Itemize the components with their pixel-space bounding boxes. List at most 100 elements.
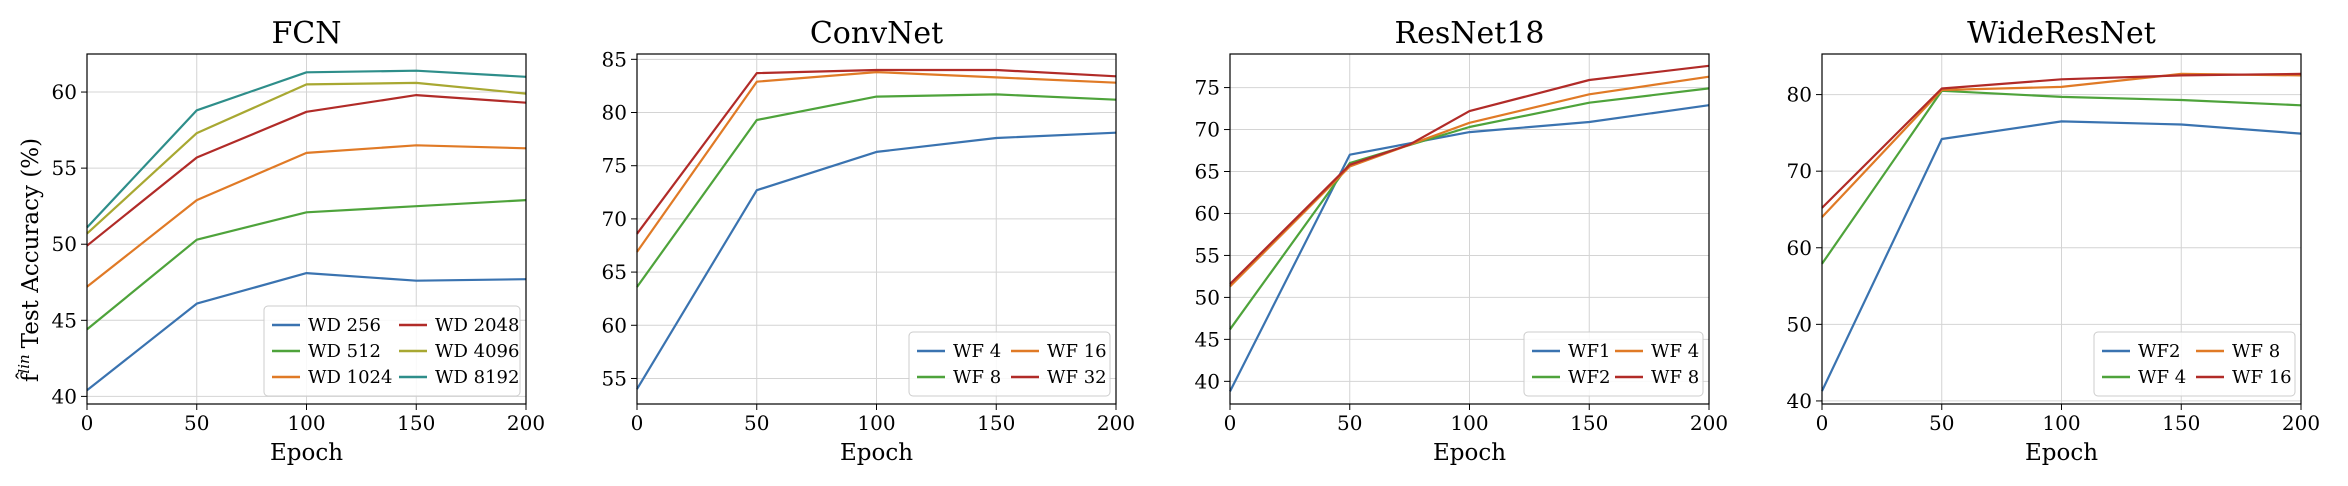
series-line-wd-2048 [86,93,527,247]
y-tick-label: 50 [1787,312,1812,336]
legend-label: WD 512 [308,341,381,362]
legend-item-wd-4096: WD 4096 [399,341,519,362]
chart-wideresnet: 0 50 100 150 200 40 50 60 70 80 WideResNet Epoch WF2… [1787,16,2321,466]
x-axis-label: Epoch [270,440,343,466]
series-line-wf-8 [636,93,1117,288]
legend-item-wf-16: WF 16 [1011,341,1107,362]
ticks: 0 50 100 150 200 55 60 65 70 75 80 85 [602,47,1136,435]
legend-item-wf-4: WF 4 [1615,341,1699,362]
legend: WF1 WF2 WF 4 WF 8 [1523,331,1704,397]
legend-item-wd-2048: WD 2048 [399,315,519,336]
legend-label: WF 8 [953,367,1001,388]
legend-label: WF 16 [2232,367,2292,388]
legend-label: WD 256 [308,315,381,336]
series-line-wd-256 [86,272,527,392]
legend: WD 256 WD 512 WD 1024 WD 2048 WD 4096 WD 8192 [263,305,521,397]
x-tick-label: 0 [81,411,94,435]
legend-item-wf-32: WF 32 [1011,367,1107,388]
y-tick-label: 70 [1787,159,1812,183]
legend-item-wf-4: WF 4 [2102,367,2186,388]
series-line-wf-16 [636,70,1117,253]
chart-panels: 0 50 100 150 200 40 45 50 55 60 FCN Epoch WD 256 WD 5… [52,16,2321,466]
y-tick-label: 50 [52,232,77,256]
y-tick-label: 75 [602,154,627,178]
chart-resnet18: 0 50 100 150 200 40 45 50 55 60 65 70 75 ResNet18 Epoc… [1195,16,1729,466]
x-tick-label: 50 [744,411,769,435]
legend-label: WF 32 [1047,367,1107,388]
legend-label: WF 16 [1047,341,1107,362]
y-tick-label: 60 [1787,236,1812,260]
y-tick-label: 70 [1195,118,1220,142]
legend-item-wf-4: WF 4 [917,341,1001,362]
series-line-wf-8 [1229,64,1710,285]
legend-label: WF 4 [1651,341,1699,362]
series-line-wf1 [1229,104,1710,392]
legend-item-wf-16: WF 16 [2196,367,2292,388]
series-line-wf-4 [636,131,1117,390]
x-tick-label: 150 [2162,411,2200,435]
y-tick-label: 70 [602,207,627,231]
y-tick-label: 45 [52,308,77,332]
y-tick-label: 75 [1195,76,1220,100]
ylabel-text: Test Accuracy (%) [18,138,44,348]
y-tick-label: 65 [1195,160,1220,184]
legend-box [2093,331,2296,397]
x-tick-label: 200 [507,411,545,435]
x-tick-label: 100 [2042,411,2080,435]
legend-item-wf-8: WF 8 [1615,367,1699,388]
chart-title: ResNet18 [1395,16,1545,51]
x-tick-label: 150 [397,411,435,435]
legend-item-wd-8192: WD 8192 [399,367,519,388]
series-line-wf-4 [1229,75,1710,288]
legend-label: WD 2048 [435,315,519,336]
series-line-wd-8192 [86,69,527,229]
y-tick-label: 60 [602,313,627,337]
x-tick-label: 150 [977,411,1015,435]
ticks: 0 50 100 150 200 40 50 60 70 80 [1787,83,2321,435]
legend-label: WF2 [2138,341,2180,362]
x-tick-label: 200 [1690,411,1728,435]
x-tick-label: 200 [1097,411,1135,435]
chart-convnet: 0 50 100 150 200 55 60 65 70 75 80 85 ConvNet Epoch WF… [602,16,1136,466]
series-line-wf-16 [1821,72,2302,209]
figure-ylabel: f̂lin Test Accuracy (%) [15,138,44,382]
x-tick-label: 100 [1450,411,1488,435]
series-lines [1821,72,2302,392]
legend-label: WD 1024 [308,367,392,388]
legend-item-wd-1024: WD 1024 [272,367,392,388]
x-tick-label: 50 [184,411,209,435]
ticks: 0 50 100 150 200 40 45 50 55 60 [52,80,546,435]
legend-item-wd-512: WD 512 [272,341,381,362]
x-tick-label: 200 [2282,411,2320,435]
y-tick-label: 55 [1195,243,1220,267]
legend-label: WF 4 [2138,367,2186,388]
legend-label: WD 8192 [435,367,519,388]
legend-box [908,331,1111,397]
y-tick-label: 60 [1195,201,1220,225]
series-line-wf-4 [1821,89,2302,265]
y-tick-label: 60 [52,80,77,104]
legend-label: WF 8 [1651,367,1699,388]
series-line-wd-1024 [86,144,527,288]
x-tick-label: 50 [1929,411,1954,435]
y-tick-label: 40 [1195,369,1220,393]
y-tick-label: 80 [1787,83,1812,107]
ylabel-superscript: lin [15,354,33,373]
y-tick-label: 65 [602,260,627,284]
series-line-wf2 [1821,120,2302,392]
x-tick-label: 50 [1337,411,1362,435]
legend: WF2 WF 4 WF 8 WF 16 [2093,331,2296,397]
x-axis-label: Epoch [2025,440,2098,466]
series-lines [1229,64,1710,392]
legend-item-wf2: WF2 [1532,367,1610,388]
y-tick-label: 85 [602,47,627,71]
legend-label: WD 4096 [435,341,519,362]
x-tick-label: 0 [631,411,644,435]
legend-label: WF1 [1568,341,1610,362]
series-line-wf-32 [636,68,1117,235]
chart-title: WideResNet [1967,16,2156,51]
legend-box [1523,331,1704,397]
chart-fcn: 0 50 100 150 200 40 45 50 55 60 FCN Epoch WD 256 WD 5… [52,16,546,466]
ticks: 0 50 100 150 200 40 45 50 55 60 65 70 75 [1195,76,1729,435]
